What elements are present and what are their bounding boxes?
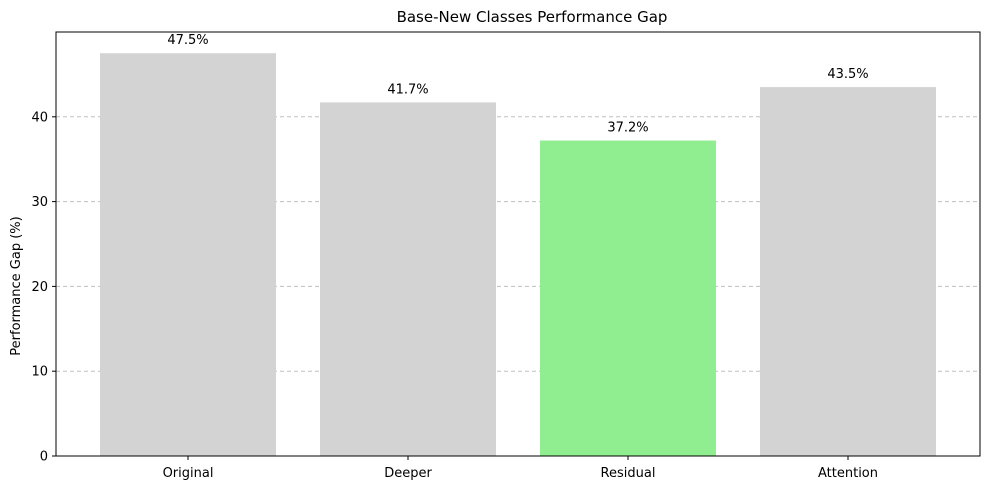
x-tick-label-original: Original: [163, 466, 214, 481]
chart-title: Base-New Classes Performance Gap: [397, 8, 668, 26]
plot-frame: [55, 31, 981, 457]
y-tick-label: 30: [31, 195, 48, 210]
bar-residual: [540, 140, 716, 456]
data-label-deeper: 41.7%: [387, 82, 428, 97]
y-tick-label: 0: [40, 450, 48, 465]
x-ticks: Original Deeper Residual Attention: [163, 456, 878, 481]
x-tick-label-deeper: Deeper: [384, 466, 432, 481]
bar-attention: [760, 87, 936, 457]
data-label-residual: 37.2%: [607, 121, 648, 136]
data-labels: 47.5% 41.7% 37.2% 43.5%: [167, 33, 868, 135]
y-tick-label: 10: [31, 365, 48, 380]
bar-original: [100, 53, 276, 456]
y-tick-label: 20: [31, 280, 48, 295]
data-label-original: 47.5%: [167, 33, 208, 48]
bars: [100, 53, 936, 457]
y-axis-label: Performance Gap (%): [9, 216, 24, 355]
y-tick-label: 40: [31, 110, 48, 125]
y-ticks: 0 10 20 30 40: [31, 110, 56, 465]
bar-deeper: [320, 102, 496, 456]
data-label-attention: 43.5%: [827, 67, 868, 82]
x-tick-label-attention: Attention: [818, 466, 878, 481]
x-tick-label-residual: Residual: [601, 466, 656, 481]
